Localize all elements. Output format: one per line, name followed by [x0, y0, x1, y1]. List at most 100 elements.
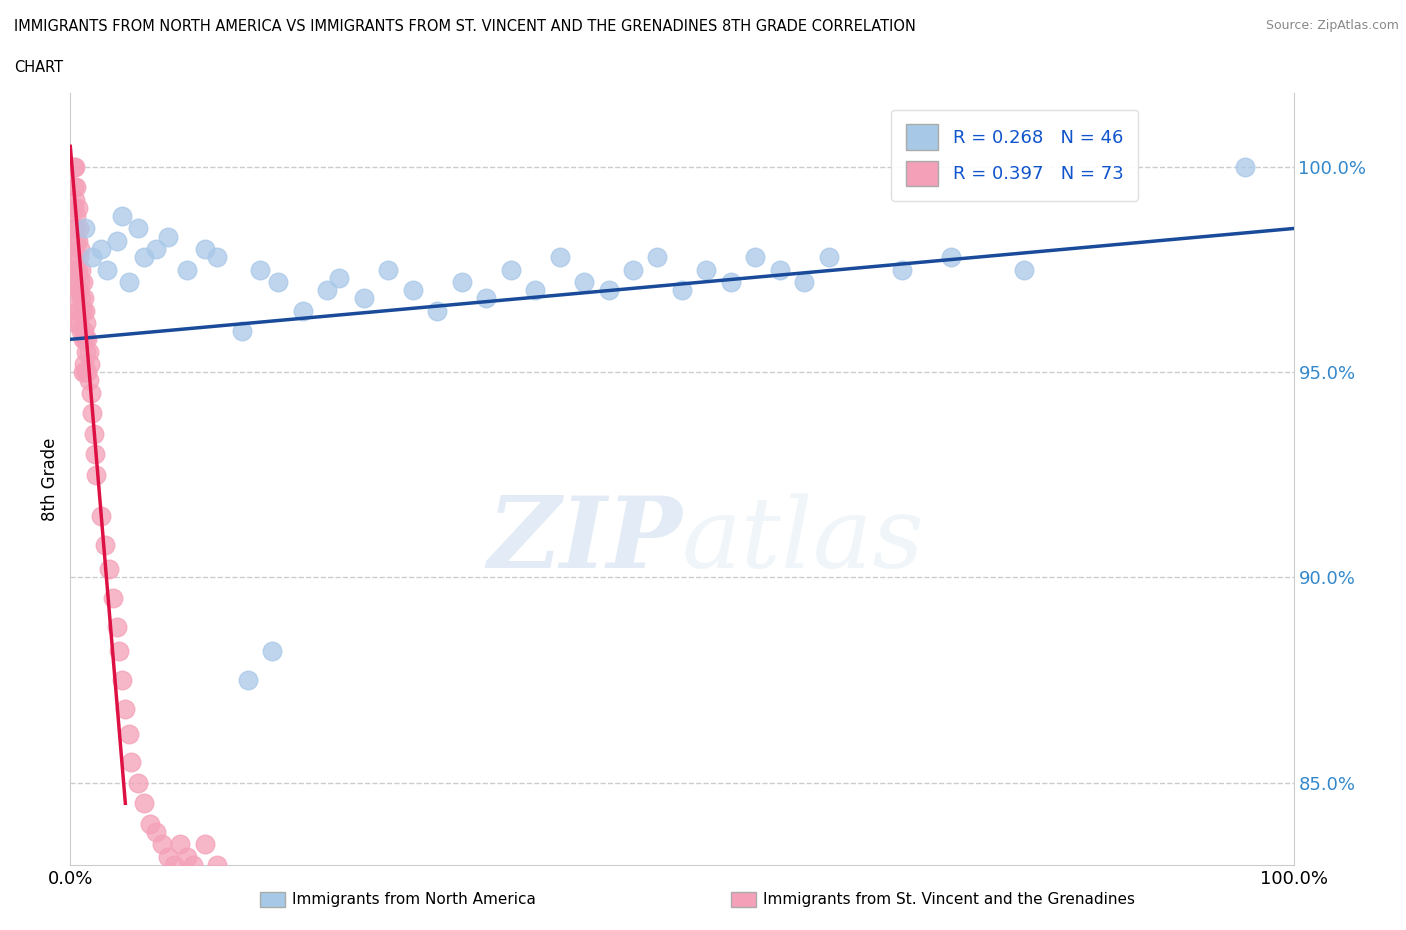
Point: [145, 825, 167, 840]
Point: [83, 426, 105, 441]
Point: [77, 344, 100, 359]
Text: Immigrants from St. Vincent and the Grenadines: Immigrants from St. Vincent and the Gren…: [763, 892, 1136, 907]
Point: [63, 159, 86, 174]
Point: [316, 283, 339, 298]
Point: [111, 672, 134, 687]
Point: [817, 250, 839, 265]
Text: CHART: CHART: [14, 60, 63, 75]
Point: [621, 262, 644, 277]
Point: [67, 221, 90, 236]
Point: [291, 303, 314, 318]
Point: [66, 262, 89, 277]
Point: [101, 591, 124, 605]
Point: [73, 221, 96, 236]
Point: [939, 250, 962, 265]
Point: [231, 324, 253, 339]
Point: [66, 303, 89, 318]
Point: [249, 262, 271, 277]
Text: atlas: atlas: [682, 493, 925, 589]
Point: [793, 274, 815, 289]
Point: [450, 274, 472, 289]
Point: [145, 242, 167, 257]
Point: [67, 315, 90, 330]
Point: [63, 221, 86, 236]
Point: [114, 701, 136, 716]
Point: [194, 837, 217, 852]
Point: [205, 250, 228, 265]
Point: [73, 332, 96, 347]
Point: [744, 250, 766, 265]
Point: [475, 291, 498, 306]
Point: [73, 356, 96, 371]
Point: [90, 242, 112, 257]
Point: [176, 262, 198, 277]
Point: [1233, 159, 1256, 174]
Point: [70, 324, 93, 339]
Point: [72, 274, 94, 289]
Point: [90, 509, 112, 524]
Point: [76, 332, 98, 347]
Point: [80, 385, 103, 400]
Point: [76, 365, 98, 379]
Point: [236, 672, 259, 687]
Point: [262, 644, 284, 658]
Point: [1014, 262, 1036, 277]
Point: [524, 283, 547, 298]
Point: [73, 291, 96, 306]
Text: Source: ZipAtlas.com: Source: ZipAtlas.com: [1265, 19, 1399, 32]
Point: [72, 303, 94, 318]
Point: [891, 262, 914, 277]
Point: [73, 324, 96, 339]
Point: [77, 373, 100, 388]
Point: [169, 837, 191, 852]
Point: [132, 250, 155, 265]
Point: [353, 291, 375, 306]
Point: [83, 447, 105, 462]
Point: [176, 849, 198, 864]
Point: [402, 283, 425, 298]
Point: [328, 271, 350, 286]
Y-axis label: 8th Grade: 8th Grade: [41, 437, 59, 521]
Point: [105, 233, 128, 248]
Point: [63, 221, 86, 236]
Point: [63, 250, 86, 265]
Point: [73, 365, 96, 379]
Point: [572, 274, 595, 289]
Text: ZIP: ZIP: [486, 493, 682, 589]
Point: [65, 208, 87, 223]
Point: [63, 274, 86, 289]
Point: [65, 291, 87, 306]
Point: [65, 180, 87, 195]
Point: [82, 405, 104, 420]
Point: [84, 468, 107, 483]
Point: [181, 857, 204, 872]
Point: [65, 233, 87, 248]
Point: [63, 201, 86, 216]
Point: [79, 356, 101, 371]
Point: [70, 291, 93, 306]
Point: [127, 221, 149, 236]
Point: [72, 365, 94, 379]
Point: [548, 250, 571, 265]
Point: [720, 274, 742, 289]
Point: [96, 262, 118, 277]
Point: [132, 796, 155, 811]
Point: [108, 644, 131, 658]
Point: [73, 303, 96, 318]
Point: [267, 274, 290, 289]
Text: Immigrants from North America: Immigrants from North America: [292, 892, 536, 907]
Point: [63, 193, 86, 207]
Point: [157, 849, 180, 864]
Point: [93, 538, 115, 552]
Point: [65, 262, 87, 277]
Point: [118, 726, 141, 741]
Point: [598, 283, 620, 298]
Point: [194, 242, 217, 257]
Point: [671, 283, 693, 298]
Point: [70, 262, 93, 277]
Point: [105, 619, 128, 634]
Point: [69, 303, 91, 318]
Point: [67, 283, 90, 298]
Point: [150, 837, 173, 852]
Point: [72, 332, 94, 347]
